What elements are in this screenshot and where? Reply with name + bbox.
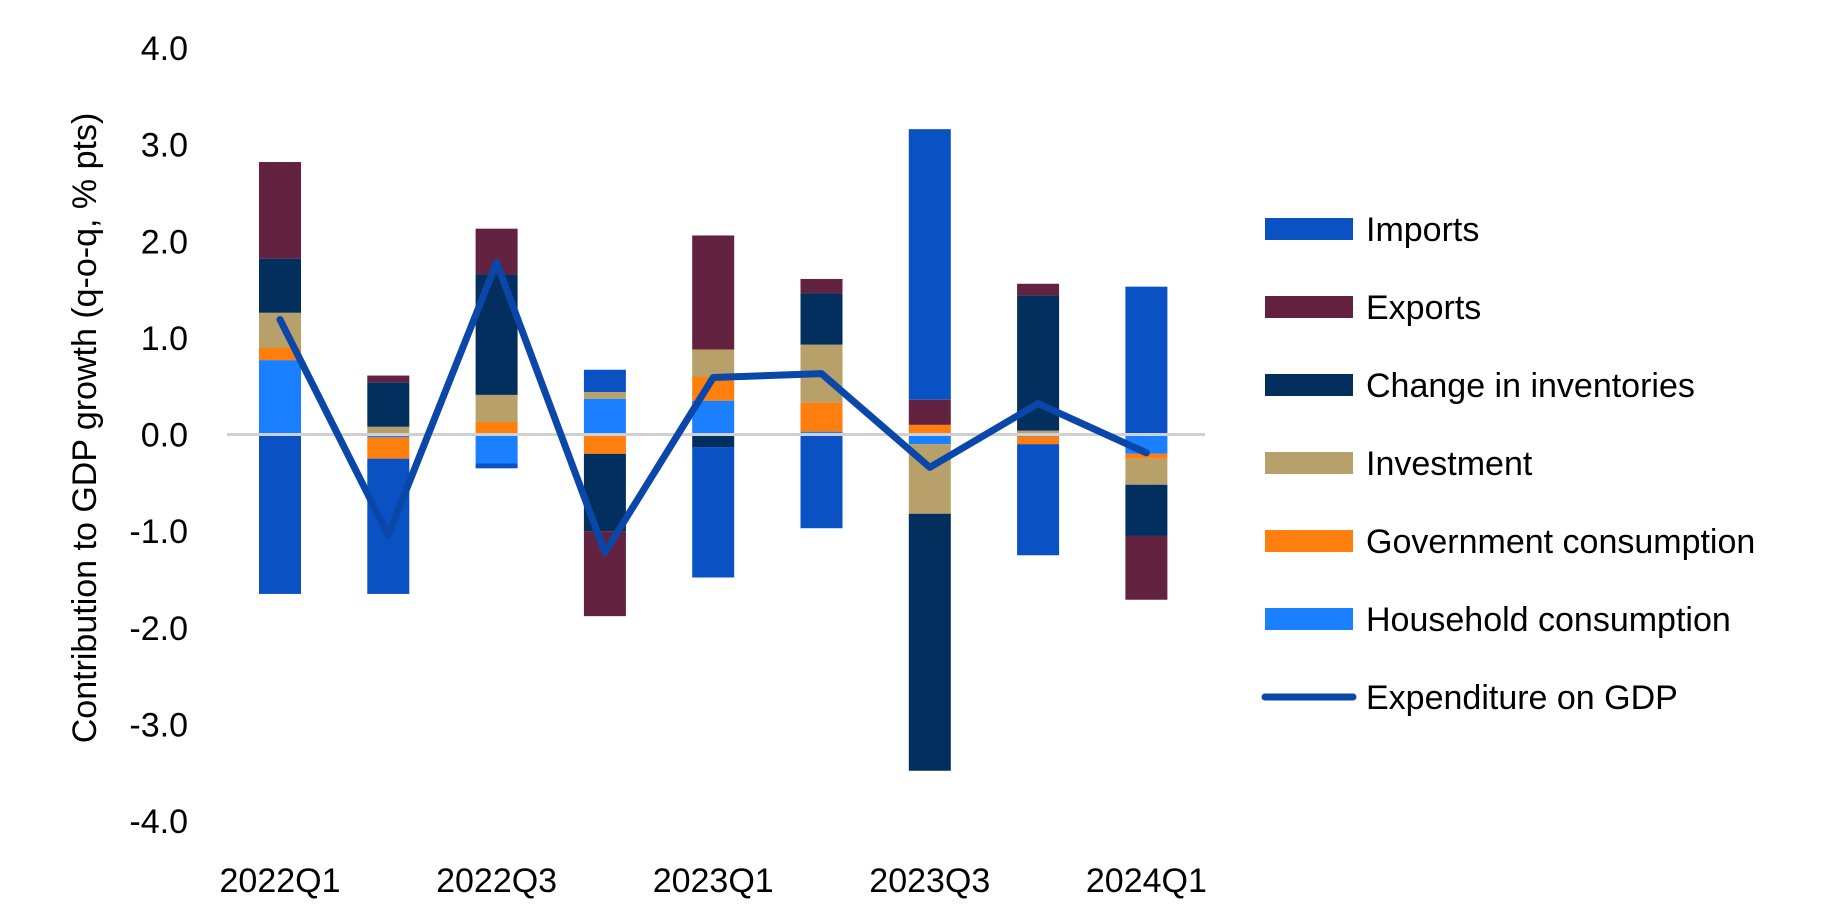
- legend-label: Imports: [1366, 211, 1479, 249]
- bar-segment: [367, 426, 410, 435]
- bar-segment: [583, 398, 626, 435]
- bar-segment: [1125, 458, 1168, 485]
- bar-segment: [1017, 430, 1060, 435]
- bar-segment: [475, 421, 518, 435]
- y-tick-label: -4.0: [129, 803, 188, 841]
- legend-item: Imports: [1265, 211, 1479, 249]
- legend-swatch: [1265, 296, 1353, 318]
- bar-segment: [800, 293, 843, 345]
- legend-item: Investment: [1265, 445, 1533, 483]
- legend-label: Household consumption: [1366, 601, 1731, 639]
- bar-segment: [800, 434, 843, 529]
- legend-swatch: [1265, 530, 1353, 552]
- y-tick-label: 3.0: [141, 127, 188, 165]
- legend-item: Government consumption: [1265, 523, 1755, 561]
- bar-segment: [692, 434, 735, 448]
- legend-swatch: [1265, 452, 1353, 474]
- legend-item: Expenditure on GDP: [1261, 679, 1678, 717]
- legend-label: Exports: [1366, 289, 1481, 327]
- bar-segment: [908, 513, 951, 771]
- bar-segment: [1017, 283, 1060, 296]
- bar-segment: [475, 463, 518, 469]
- bar-segment: [583, 434, 626, 454]
- bar-segment: [800, 278, 843, 294]
- bar-segment: [908, 129, 951, 400]
- bar-segment: [583, 369, 626, 392]
- bar-segment: [908, 399, 951, 425]
- legend-label: Investment: [1366, 445, 1533, 483]
- bar-segment: [1125, 535, 1168, 600]
- bar-segment: [800, 402, 843, 432]
- y-axis-title-group: Contribution to GDP growth (q-o-q, % pts…: [66, 113, 104, 744]
- y-axis-tick-labels: 4.0 3.0 2.0 1.0 0.0 -1.0 -2.0 -3.0 -4.0: [129, 30, 188, 841]
- bar-segment: [259, 347, 301, 361]
- bar-segment: [908, 424, 951, 435]
- y-tick-label: 4.0: [141, 30, 188, 68]
- bar-segment: [583, 391, 626, 399]
- stacked-bars: [259, 129, 1168, 771]
- legend-swatch: [1265, 608, 1353, 630]
- legend-item: Exports: [1265, 289, 1481, 327]
- bar-segment: [692, 349, 735, 377]
- legend-swatch: [1265, 374, 1353, 396]
- legend-label: Expenditure on GDP: [1366, 679, 1678, 717]
- bar-segment: [367, 382, 410, 427]
- x-tick-label: 2022Q3: [436, 862, 557, 900]
- legend: Imports Exports Change in inventories Inves…: [1261, 211, 1755, 717]
- bar-segment: [259, 360, 301, 435]
- legend-swatch: [1265, 218, 1353, 240]
- y-tick-label: 1.0: [141, 320, 188, 358]
- bar-segment: [367, 437, 410, 459]
- y-tick-label: -3.0: [129, 706, 188, 744]
- y-axis-title: Contribution to GDP growth (q-o-q, % pts…: [66, 113, 104, 744]
- x-tick-label: 2023Q3: [869, 862, 990, 900]
- bar-segment: [259, 434, 301, 594]
- x-axis-tick-labels: 2022Q1 2022Q3 2023Q1 2023Q3 2024Q1: [220, 862, 1207, 900]
- legend-label: Government consumption: [1366, 523, 1755, 561]
- x-tick-label: 2023Q1: [653, 862, 774, 900]
- x-tick-label: 2024Q1: [1086, 862, 1207, 900]
- bar-segment: [367, 375, 410, 383]
- bar-segment: [1125, 286, 1168, 435]
- y-tick-label: 0.0: [141, 417, 188, 455]
- bar-segment: [692, 235, 735, 350]
- x-tick-label: 2022Q1: [220, 862, 341, 900]
- bar-segment: [908, 434, 951, 445]
- y-tick-label: -2.0: [129, 610, 188, 648]
- bar-segment: [475, 434, 518, 464]
- y-tick-label: -1.0: [129, 513, 188, 551]
- bar-segment: [1017, 444, 1060, 556]
- gdp-line-layer: [276, 259, 1150, 556]
- gdp-line: [276, 259, 1150, 556]
- bar-segment: [475, 394, 518, 422]
- bar-segment: [259, 258, 301, 313]
- legend-item: Change in inventories: [1265, 367, 1695, 405]
- legend-item: Household consumption: [1265, 601, 1731, 639]
- bar-segment: [1125, 484, 1168, 536]
- bar-segment: [1017, 436, 1060, 445]
- bar-segment: [692, 447, 735, 578]
- legend-label: Change in inventories: [1366, 367, 1695, 405]
- bar-segment: [259, 162, 301, 259]
- y-tick-label: 2.0: [141, 223, 188, 261]
